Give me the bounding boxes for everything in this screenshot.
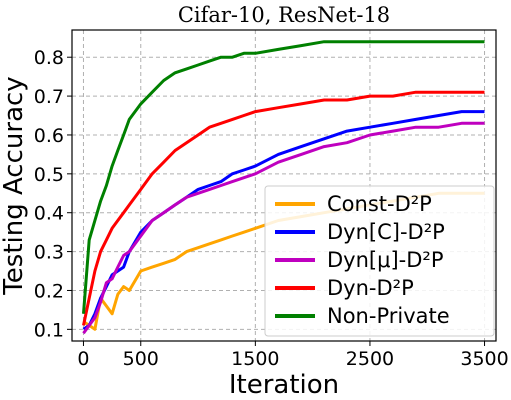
x-tick-label: 500 — [123, 348, 159, 370]
plot-area-frame — [71, 29, 497, 342]
y-tick-label: 0.3 — [34, 242, 64, 264]
legend-label: Dyn[μ]-D²P — [327, 248, 443, 272]
axis-ticks: 0 500 1500 2500 3500 0.1 0.2 0.3 0.4 0.5 0.6 0.7 0.8 — [34, 47, 509, 370]
legend-label: Dyn-D²P — [327, 276, 414, 300]
y-tick-label: 0.8 — [34, 47, 64, 69]
y-axis-title: Testing Accuracy — [0, 76, 29, 295]
y-tick-label: 0.4 — [34, 203, 64, 225]
y-tick-label: 0.7 — [34, 86, 64, 108]
series-line-2 — [82, 121, 485, 335]
legend-label: Non-Private — [327, 304, 450, 328]
y-tick-label: 0.6 — [34, 125, 64, 147]
chart-title: Cifar-10, ResNet-18 — [178, 3, 390, 27]
legend-label: Dyn[C]-D²P — [327, 220, 445, 244]
y-tick-label: 0.2 — [34, 280, 64, 302]
legend: Const-D²P Dyn[C]-D²P Dyn[μ]-D²P Dyn-D²P Non-… — [264, 185, 495, 337]
legend-box — [264, 185, 495, 337]
x-tick-label: 1500 — [231, 348, 279, 370]
x-tick-label: 0 — [77, 348, 89, 370]
x-tick-label: 2500 — [346, 348, 394, 370]
series-line-3 — [82, 90, 485, 326]
y-tick-label: 0.5 — [34, 164, 64, 186]
series-line-1 — [82, 110, 485, 331]
series-line-4 — [82, 40, 485, 314]
x-tick-label: 3500 — [460, 348, 508, 370]
legend-label: Const-D²P — [327, 192, 432, 216]
x-axis-title: Iteration — [229, 370, 339, 400]
y-tick-label: 0.1 — [34, 319, 64, 341]
